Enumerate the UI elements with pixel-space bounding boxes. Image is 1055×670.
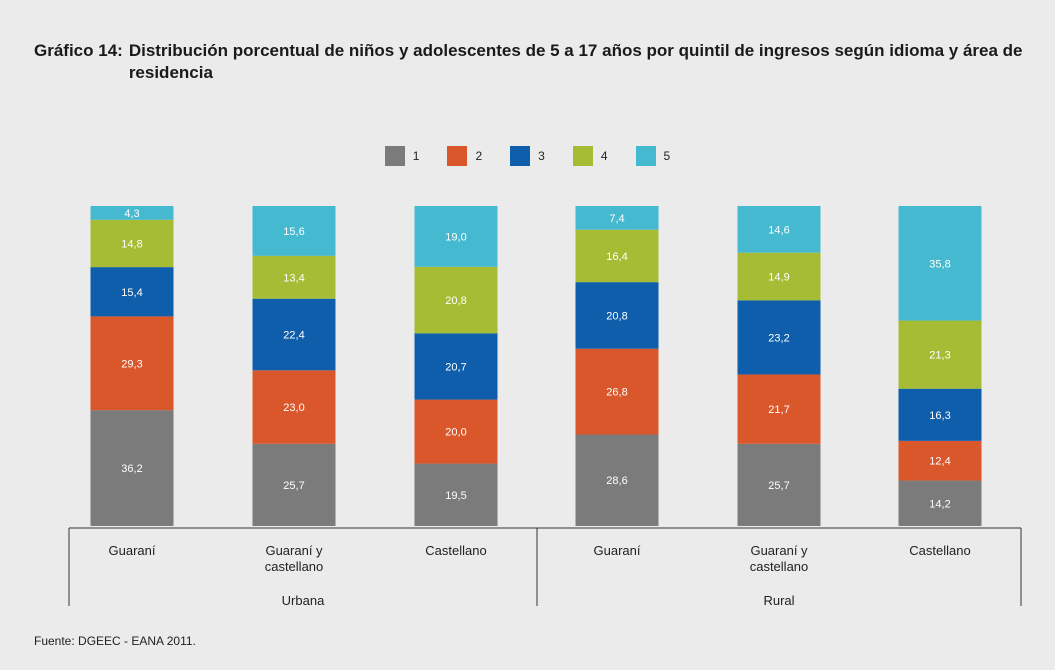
data-label: 36,2 [121,463,142,475]
category-label: Guaraní [594,543,641,558]
bar-segment [898,206,982,321]
data-label: 4,3 [124,208,139,220]
source-note: Fuente: DGEEC - EANA 2011. [34,634,196,648]
bar-segment [90,410,174,526]
bar-segment [252,255,336,299]
bar-segment [414,266,498,334]
data-label: 16,3 [929,410,950,422]
group-label: Urbana [282,593,325,608]
data-label: 14,6 [768,224,789,236]
bar-segment [737,300,821,375]
data-label: 14,8 [121,238,142,250]
bar-segment [414,333,498,400]
bar-segment [414,463,498,526]
data-label: 20,8 [445,295,466,307]
legend-label-2: 2 [475,149,483,163]
bar-segment [898,388,982,441]
bar-segment [252,206,336,256]
bar-segment [414,206,498,267]
bar-segment [252,298,336,371]
bar-segment [737,206,821,253]
data-label: 15,4 [121,287,142,299]
data-label: 12,4 [929,456,950,468]
legend-swatch-1 [384,146,405,166]
bar-segment [737,252,821,301]
legend-item-1: 1 [384,146,420,166]
legend-label-3: 3 [538,149,545,163]
legend-label-1: 1 [412,149,420,163]
data-label: 20,7 [445,361,466,373]
bar-segment [898,440,982,481]
bar-segment [90,316,174,411]
data-label: 23,2 [768,332,789,344]
data-label: 14,9 [768,271,789,283]
bar-segment [575,206,659,230]
data-label: 28,6 [606,475,627,487]
data-label: 19,5 [445,490,466,502]
data-label: 19,0 [445,231,466,243]
category-label: Guaraní y castellano [265,543,324,574]
data-label: 20,0 [445,427,466,439]
data-label: 13,4 [283,272,304,284]
bar-segment [252,370,336,444]
category-label: Guaraní y castellano [750,543,809,574]
data-label: 23,0 [283,402,304,414]
chart-title: Distribución porcentual de niños y adole… [128,41,1023,82]
legend-label-4: 4 [600,149,608,163]
chart-title-block: Gráfico 14: Distribución porcentual de n… [34,40,1034,84]
data-label: 25,7 [768,480,789,492]
data-label: 16,4 [606,251,627,263]
data-label: 25,7 [283,480,304,492]
legend-swatch-4 [572,146,593,166]
legend-item-5: 5 [635,146,671,166]
legend-swatch-3 [510,146,531,166]
legend-label-5: 5 [663,149,671,163]
legend-swatch-5 [635,146,656,166]
legend-item-4: 4 [572,146,608,166]
bar-segment [90,219,174,268]
bar-segment [575,229,659,283]
bar-segment [575,282,659,349]
legend-item-3: 3 [510,146,545,166]
data-label: 29,3 [121,358,142,370]
category-label: Castellano [909,543,970,558]
data-label: 21,3 [929,350,950,362]
bar-segment [898,320,982,389]
data-label: 15,6 [283,226,304,238]
category-label: Guaraní [109,543,156,558]
bar-segment [575,434,659,526]
data-label: 14,2 [929,498,950,510]
bar-segment [90,206,174,220]
bar-segment [414,399,498,464]
category-label: Castellano [425,543,486,558]
bar-segment [90,267,174,317]
data-label: 21,7 [768,404,789,416]
data-label: 22,4 [283,330,304,342]
bar-segment [737,374,821,444]
data-label: 20,8 [606,310,627,322]
legend-item-2: 2 [447,146,482,166]
legend: 1 2 3 4 5 [0,146,1055,166]
data-label: 7,4 [609,213,624,225]
bar-segment [737,443,821,526]
bar-segment [575,348,659,435]
legend-swatch-2 [447,146,468,166]
data-label: 35,8 [929,258,950,270]
chart-number: Gráfico 14: [34,41,123,60]
group-label: Rural [763,593,794,608]
bar-segment [898,480,982,526]
bar-segment [252,443,336,526]
data-label: 26,8 [606,387,627,399]
